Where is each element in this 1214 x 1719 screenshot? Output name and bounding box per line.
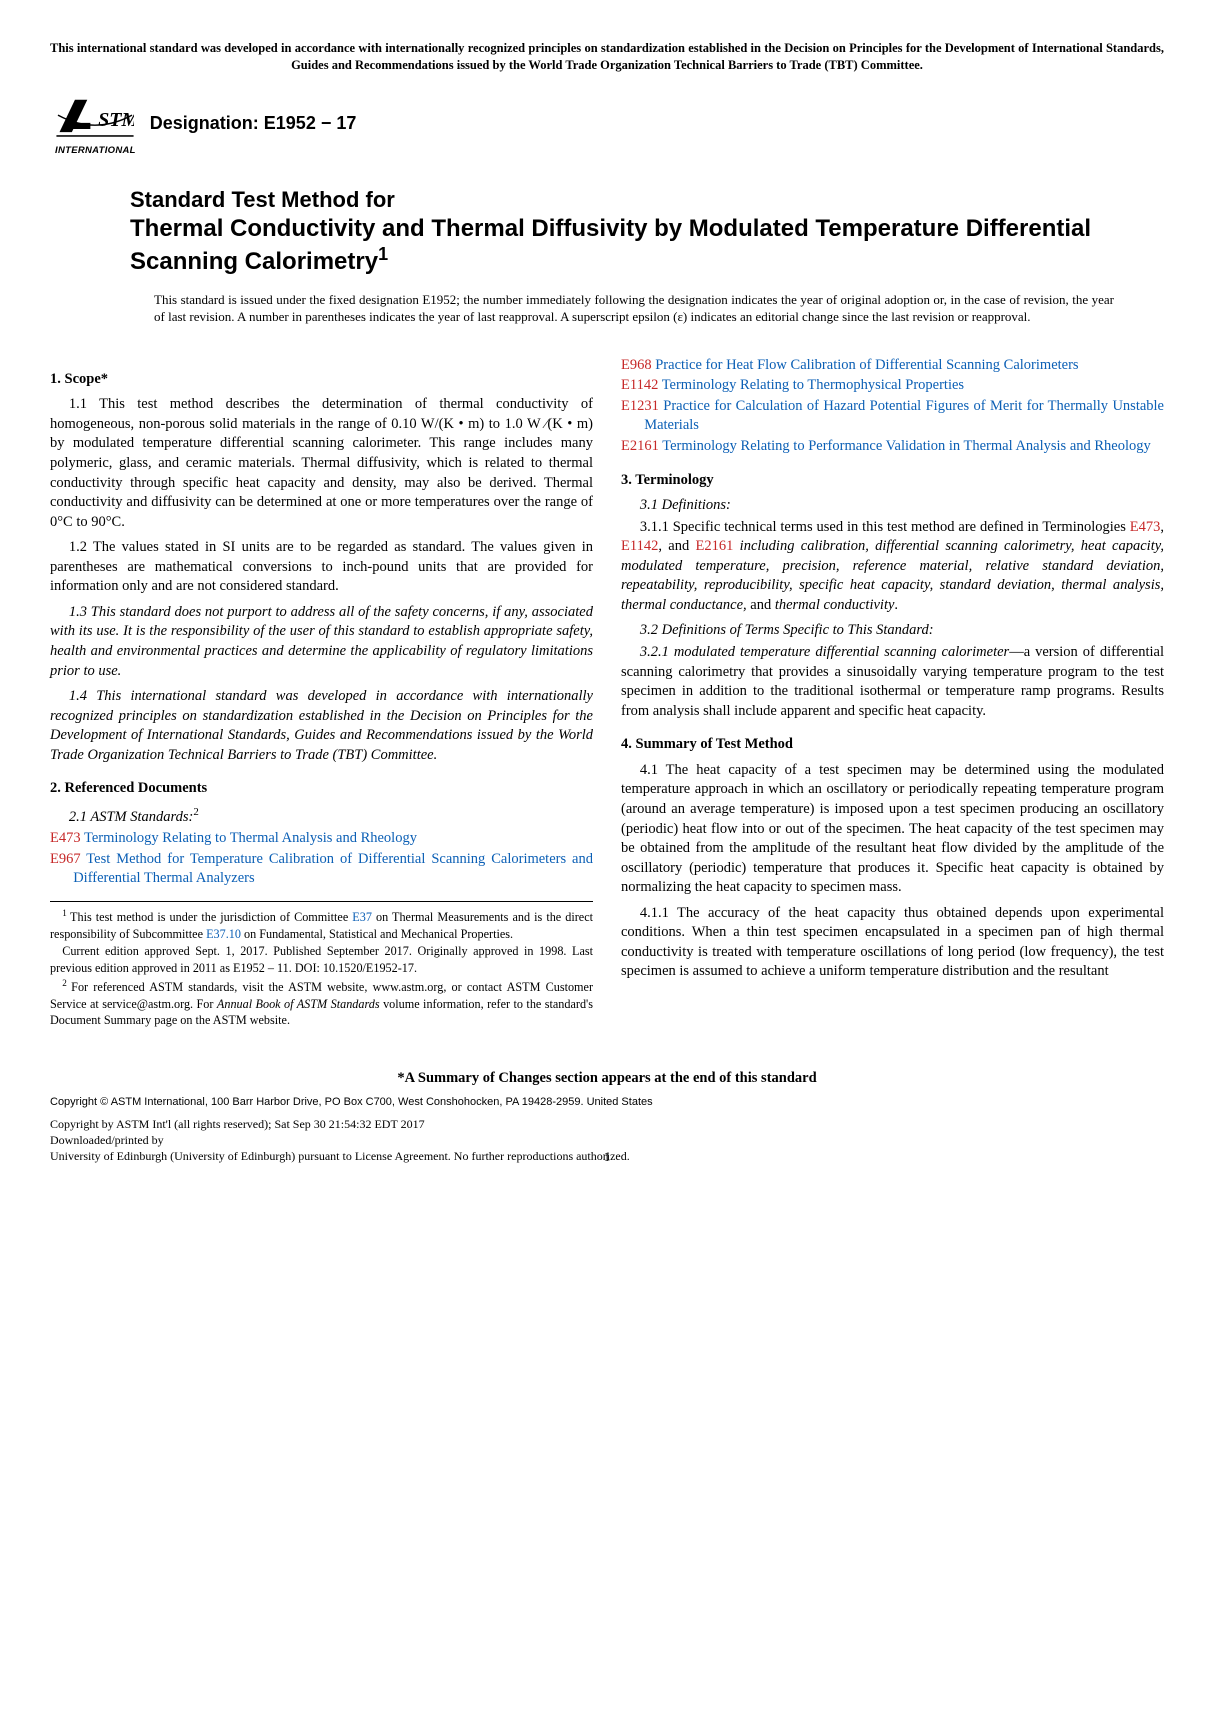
designation-text: Designation: E1952 − 17 (150, 111, 357, 135)
issuance-note: This standard is issued under the fixed … (154, 291, 1114, 326)
ref-e967[interactable]: E967 Test Method for Temperature Calibra… (50, 850, 593, 889)
scope-heading: 1. Scope* (50, 370, 593, 390)
ref-e1231[interactable]: E1231 Practice for Calculation of Hazard… (621, 397, 1164, 436)
para-3-1-1: 3.1.1 Specific technical terms used in t… (621, 518, 1164, 616)
para-3-1: 3.1 Definitions: (621, 496, 1164, 516)
para-4-1: 4.1 The heat capacity of a test specimen… (621, 761, 1164, 898)
para-3-2: 3.2 Definitions of Terms Specific to Thi… (621, 621, 1164, 641)
title-lead: Standard Test Method for (130, 185, 1114, 215)
header-row: STM INTERNATIONAL Designation: E1952 − 1… (55, 92, 1164, 156)
refdocs-heading: 2. Referenced Documents (50, 779, 593, 799)
svg-text:STM: STM (98, 109, 134, 131)
terminology-heading: 3. Terminology (621, 471, 1164, 491)
astm-logo: STM INTERNATIONAL (55, 92, 136, 156)
para-1-4: 1.4 This international standard was deve… (50, 687, 593, 765)
ref-list-right: E968 Practice for Heat Flow Calibration … (621, 356, 1164, 457)
title-block: Standard Test Method for Thermal Conduct… (130, 185, 1114, 325)
download-line-2: Downloaded/printed by (50, 1132, 1164, 1148)
download-line-1: Copyright by ASTM Int'l (all rights rese… (50, 1116, 1164, 1132)
footnotes: 1 This test method is under the jurisdic… (50, 901, 593, 1028)
para-1-2: 1.2 The values stated in SI units are to… (50, 538, 593, 597)
copyright-line: Copyright © ASTM International, 100 Barr… (50, 1095, 1164, 1110)
ref-e1142[interactable]: E1142 Terminology Relating to Thermophys… (621, 376, 1164, 396)
title-main: Thermal Conductivity and Thermal Diffusi… (130, 215, 1114, 277)
two-column-body: 1. Scope* 1.1 This test method describes… (50, 356, 1164, 1030)
ref-e2161[interactable]: E2161 Terminology Relating to Performanc… (621, 437, 1164, 457)
development-notice: This international standard was develope… (50, 40, 1164, 74)
logo-international-label: INTERNATIONAL (55, 147, 136, 156)
para-4-1-1: 4.1.1 The accuracy of the heat capacity … (621, 904, 1164, 982)
summary-heading: 4. Summary of Test Method (621, 735, 1164, 755)
right-column: E968 Practice for Heat Flow Calibration … (621, 356, 1164, 1030)
refdocs-sub: 2.1 ASTM Standards:2 (50, 805, 593, 827)
footnote-1b: Current edition approved Sept. 1, 2017. … (50, 943, 593, 976)
ref-e968[interactable]: E968 Practice for Heat Flow Calibration … (621, 356, 1164, 376)
ref-e473[interactable]: E473 Terminology Relating to Thermal Ana… (50, 829, 593, 849)
footnote-2: 2 For referenced ASTM standards, visit t… (50, 977, 593, 1028)
para-1-3: 1.3 This standard does not purport to ad… (50, 603, 593, 681)
para-1-1: 1.1 This test method describes the deter… (50, 395, 593, 532)
left-column: 1. Scope* 1.1 This test method describes… (50, 356, 593, 1030)
astm-logo-icon: STM (56, 92, 134, 146)
summary-of-changes-note: *A Summary of Changes section appears at… (50, 1069, 1164, 1089)
footnote-1: 1 This test method is under the jurisdic… (50, 907, 593, 942)
ref-list-left: E473 Terminology Relating to Thermal Ana… (50, 829, 593, 889)
para-3-2-1: 3.2.1 modulated temperature differential… (621, 643, 1164, 721)
